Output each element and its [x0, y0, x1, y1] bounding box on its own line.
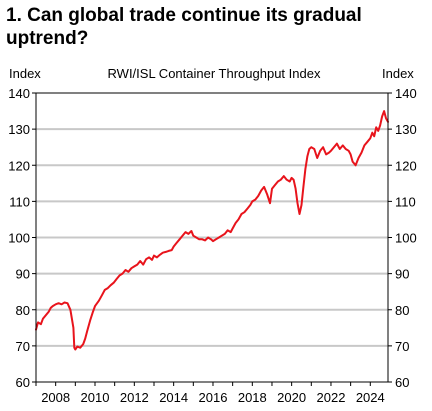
x-tick-label: 2024 [356, 390, 385, 405]
x-tick-label: 2012 [120, 390, 149, 405]
y-tick-label-left: 80 [16, 303, 30, 318]
y-tick-label-left: 120 [8, 158, 30, 173]
y-axis-label-left: Index [9, 66, 41, 81]
y-tick-label-right: 140 [395, 86, 417, 101]
tick-labels: 60 60 70 70 80 80 90 90 100 100 110 110 120 120 130 130… [8, 86, 416, 405]
series-line-0 [35, 110, 389, 351]
x-tick-label: 2008 [41, 390, 70, 405]
chart-subtitle: RWI/ISL Container Throughput Index [108, 66, 321, 81]
y-tick-label-right: 120 [395, 158, 417, 173]
y-tick-label-left: 70 [16, 339, 30, 354]
y-tick-label-right: 100 [395, 231, 417, 246]
x-tick-label: 2016 [199, 390, 228, 405]
y-tick-label-left: 100 [8, 231, 30, 246]
x-tick-label: 2018 [238, 390, 267, 405]
grid-lines [36, 128, 388, 347]
y-tick-label-left: 140 [8, 86, 30, 101]
series-layer [35, 110, 389, 351]
y-tick-label-right: 80 [395, 303, 409, 318]
x-tick-label: 2014 [159, 390, 188, 405]
y-axis-label-right: Index [382, 66, 414, 81]
plot-frame [35, 92, 389, 383]
y-tick-label-right: 110 [395, 194, 416, 209]
y-tick-label-left: 130 [8, 122, 30, 137]
y-tick-label-right: 60 [395, 375, 409, 390]
y-tick-label-left: 90 [16, 267, 30, 282]
y-tick-label-right: 130 [395, 122, 417, 137]
x-tick-label: 2022 [317, 390, 346, 405]
y-tick-label-right: 90 [395, 267, 409, 282]
y-tick-label-right: 70 [395, 339, 409, 354]
y-tick-label-left: 60 [16, 375, 30, 390]
chart-title: 1. Can global trade continue its gradual… [6, 5, 362, 49]
x-tick-label: 2010 [81, 390, 110, 405]
x-tick-label: 2020 [277, 390, 306, 405]
y-tick-label-left: 110 [9, 194, 30, 209]
